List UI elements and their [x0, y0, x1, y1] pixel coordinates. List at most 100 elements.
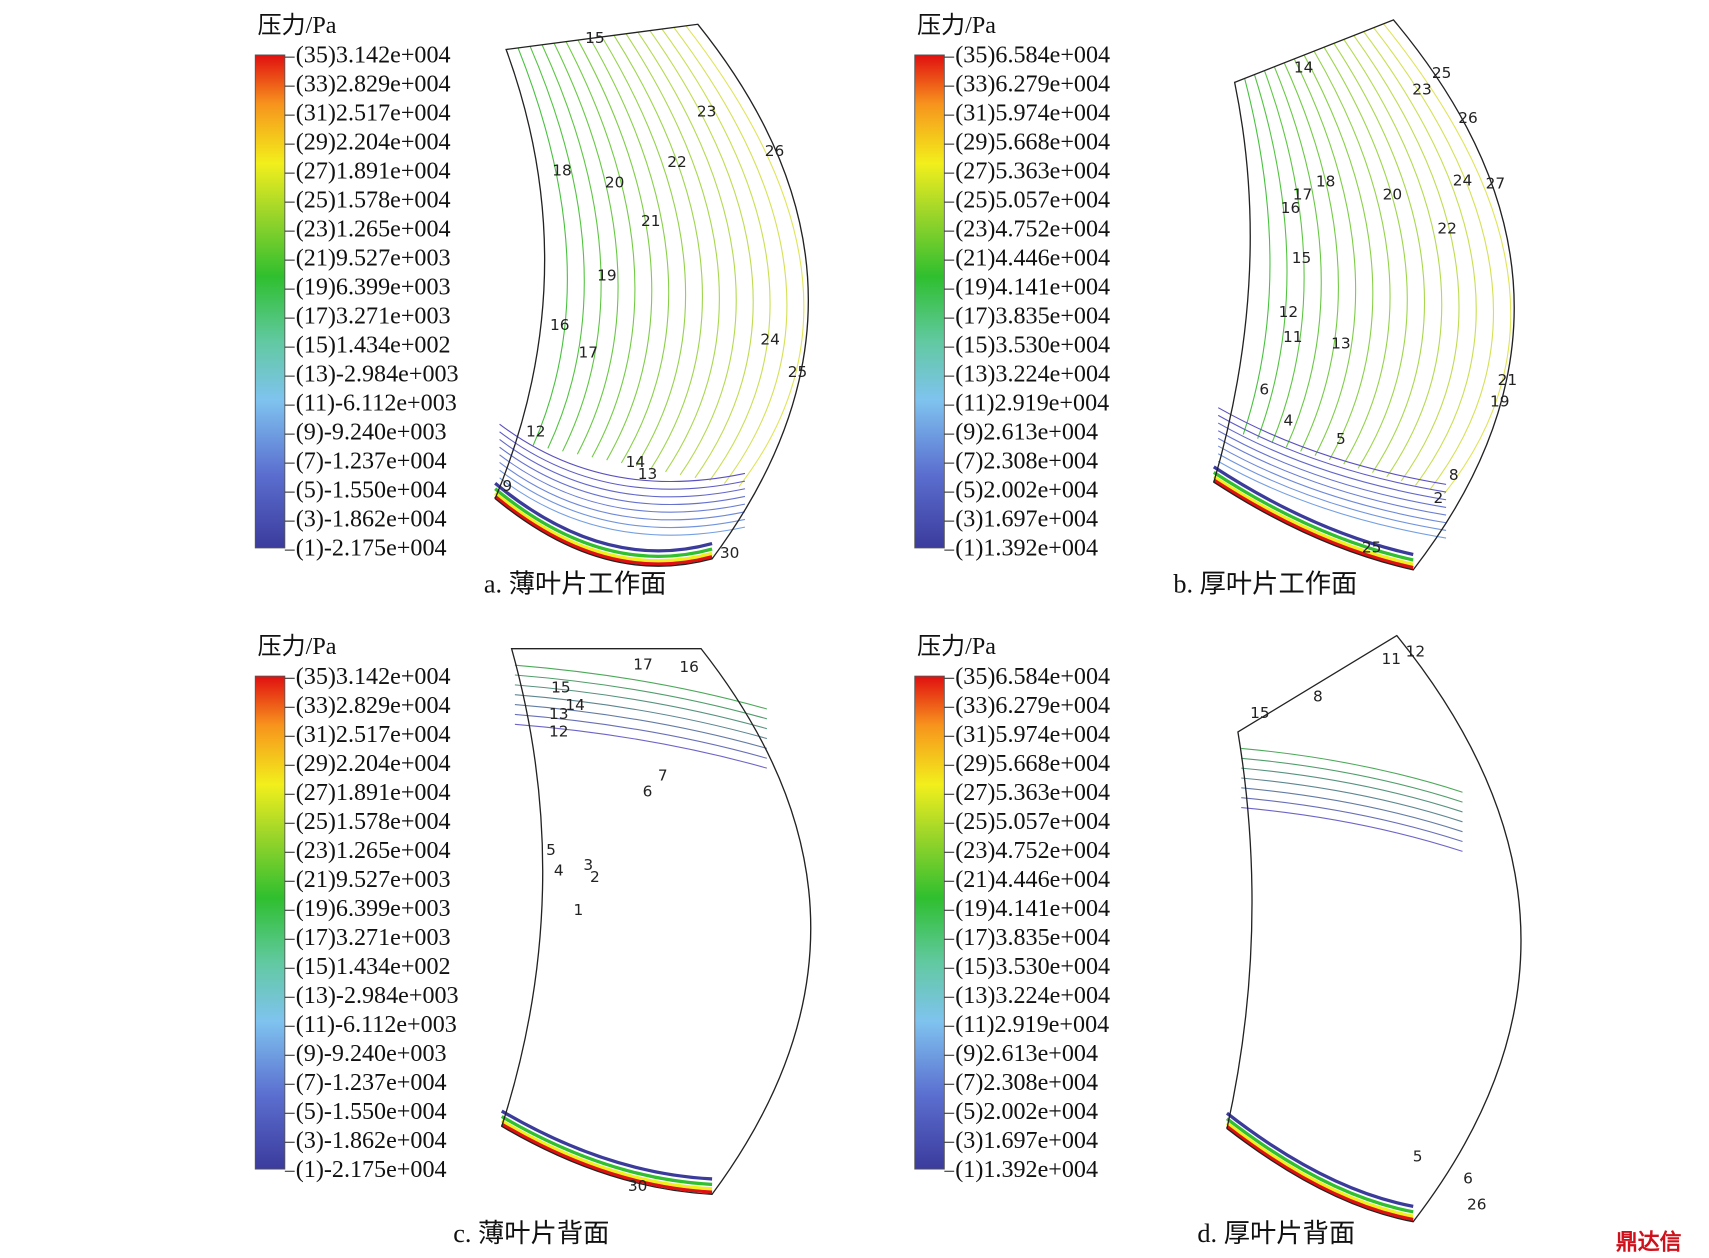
- contour-label: 2: [590, 868, 600, 886]
- contour-label: 22: [667, 153, 687, 171]
- contour-line: [1353, 35, 1460, 482]
- contour-line: [1217, 422, 1447, 501]
- contour-line: [1241, 807, 1463, 852]
- legend-label: (19)6.399e+003: [296, 275, 451, 301]
- contour-label: 8: [1313, 687, 1323, 705]
- contour-line: [565, 41, 636, 458]
- legend-label: (13)3.224e+004: [955, 983, 1110, 1009]
- legend-label: (33)6.279e+004: [955, 72, 1110, 98]
- edge-band: [1225, 1111, 1414, 1208]
- contour-line: [673, 27, 788, 484]
- contour-label: 15: [1250, 704, 1270, 722]
- color-bar: [914, 54, 945, 549]
- legend-label: (25)1.578e+004: [296, 188, 451, 214]
- contour-line: [1241, 747, 1463, 793]
- contour-label: 2: [1434, 489, 1444, 507]
- legend-label: (29)5.668e+004: [955, 751, 1110, 777]
- contour-line: [1383, 23, 1512, 495]
- contour-label: 15: [585, 29, 605, 47]
- contour-line: [1217, 445, 1447, 524]
- legend-label: (17)3.271e+003: [296, 925, 451, 951]
- contour-line: [1217, 460, 1447, 539]
- contour-line: [1273, 66, 1322, 448]
- contour-line: [661, 28, 771, 481]
- legend-label: (25)5.057e+004: [955, 188, 1110, 214]
- legend-label: (21)9.527e+003: [296, 867, 451, 893]
- contour-label: 16: [1281, 199, 1301, 217]
- legend-label: (11)-6.112e+003: [296, 391, 457, 417]
- caption: d. 厚叶片背面: [1197, 1219, 1355, 1248]
- contour-line: [1217, 453, 1447, 531]
- legend-label: (23)1.265e+004: [296, 838, 451, 864]
- legend-label: (21)9.527e+003: [296, 246, 451, 272]
- contour-label: 20: [605, 174, 625, 192]
- contour-label: 5: [1336, 430, 1346, 448]
- edge-band: [500, 1109, 713, 1181]
- contour-label: 26: [1467, 1196, 1487, 1214]
- legend-label: (3)1.697e+004: [955, 1128, 1098, 1154]
- contour-line: [514, 684, 768, 730]
- legend-label: (23)4.752e+004: [955, 217, 1110, 243]
- blade-outline: [500, 648, 812, 1195]
- legend-label: (27)5.363e+004: [955, 780, 1110, 806]
- edge-band: [500, 1115, 713, 1187]
- contour-line: [514, 704, 768, 749]
- contour-line: [1241, 797, 1463, 843]
- contour-label: 23: [1412, 81, 1432, 99]
- contour-label: 24: [760, 330, 780, 348]
- legend-label: (19)6.399e+003: [296, 896, 451, 922]
- contour-label: 9: [502, 477, 512, 495]
- contour-label: 14: [626, 453, 646, 471]
- contour-line: [1313, 50, 1391, 465]
- contour-line: [499, 431, 746, 490]
- contour-line: [514, 674, 768, 720]
- contour-label: 13: [1331, 335, 1351, 353]
- contour-label: 26: [765, 142, 785, 160]
- legend-label: (3)1.697e+004: [955, 507, 1098, 533]
- legend-label: (31)5.974e+004: [955, 722, 1110, 748]
- edge-band: [1212, 475, 1414, 566]
- contour-label: 16: [679, 658, 699, 676]
- legend-label: (25)5.057e+004: [955, 809, 1110, 835]
- legend-label: (27)5.363e+004: [955, 159, 1110, 185]
- edge-band: [500, 1119, 713, 1191]
- contour-label: 20: [1383, 186, 1403, 204]
- panel: 压力/Pa (35)3.142e+004 (33)2.829e+004 (31)2.5…: [254, 12, 809, 598]
- contour-line: [499, 462, 746, 521]
- legend-label: (11)2.919e+004: [955, 391, 1109, 417]
- edge-band: [1212, 465, 1414, 557]
- contour-line: [553, 42, 619, 455]
- contour-label: 19: [597, 267, 617, 285]
- contour-line: [685, 25, 805, 487]
- contour-label: 5: [546, 841, 556, 859]
- legend-label: (13)-2.984e+003: [296, 362, 459, 388]
- contour-label: 6: [1463, 1169, 1473, 1187]
- legend-label: (35)3.142e+004: [296, 664, 451, 690]
- contour-line: [637, 31, 737, 476]
- legend-label: (25)1.578e+004: [296, 809, 451, 835]
- contour-line: [649, 30, 754, 479]
- contour-label: 15: [1292, 249, 1312, 267]
- legend-label: (7)-1.237e+004: [296, 1070, 447, 1096]
- contour-line: [1363, 31, 1477, 486]
- contour-label: 21: [1498, 371, 1518, 389]
- contour-label: 26: [1458, 109, 1478, 127]
- legend-label: (33)2.829e+004: [296, 693, 451, 719]
- contour-line: [1293, 58, 1357, 456]
- contour-label: 13: [549, 705, 569, 723]
- legend-label: (13)3.224e+004: [955, 362, 1110, 388]
- legend-label: (35)6.584e+004: [955, 43, 1110, 69]
- legend-label: (23)4.752e+004: [955, 838, 1110, 864]
- caption: a. 薄叶片工作面: [484, 569, 667, 598]
- contour-label: 3: [583, 856, 593, 874]
- contour-label: 11: [1283, 328, 1303, 346]
- contour-label: 24: [1453, 171, 1473, 189]
- legend-label: (29)5.668e+004: [955, 130, 1110, 156]
- legend-label: (1)1.392e+004: [955, 1157, 1098, 1183]
- legend-label: (5)2.002e+004: [955, 478, 1098, 504]
- contour-label: 4: [1283, 411, 1293, 429]
- contour-line: [541, 44, 602, 452]
- contour-label: 12: [1279, 303, 1299, 321]
- contour-label: 17: [1293, 186, 1313, 204]
